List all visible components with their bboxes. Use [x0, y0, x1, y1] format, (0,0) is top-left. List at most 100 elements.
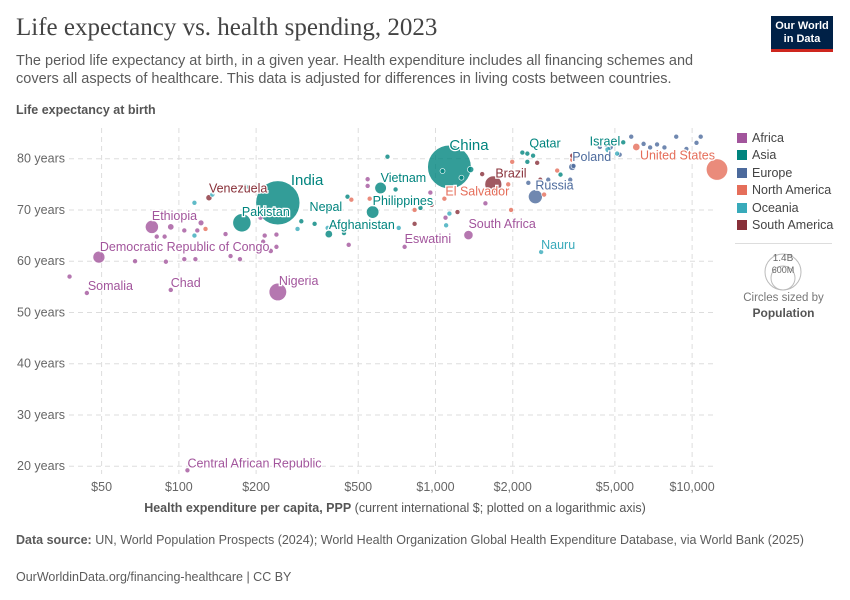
data-point [697, 133, 704, 140]
data-point [505, 181, 512, 188]
point-label: Nauru [541, 238, 575, 252]
data-point [632, 142, 641, 151]
data-point [222, 231, 229, 237]
legend-item-asia[interactable]: Asia [737, 147, 833, 165]
y-tick-label: 70 years [17, 203, 65, 217]
data-point [519, 149, 526, 156]
point-israel [620, 139, 627, 146]
legend-swatch [737, 202, 747, 213]
data-point [191, 200, 198, 206]
data-point [395, 225, 402, 231]
data-point [384, 153, 391, 160]
data-point [411, 207, 418, 213]
source-label: Data source: [16, 533, 92, 547]
data-point [163, 258, 169, 265]
data-point [348, 196, 355, 203]
data-point [661, 144, 668, 151]
legend-label: Asia [752, 148, 777, 163]
data-point [341, 230, 347, 236]
legend-item-north-america[interactable]: North America [737, 182, 833, 200]
data-point [241, 183, 249, 191]
size-legend-variable: Population [752, 306, 815, 320]
data-point [454, 209, 461, 215]
data-point [261, 232, 268, 239]
y-tick-label: 20 years [17, 459, 65, 473]
point-india [255, 180, 301, 226]
point-nepal [327, 203, 335, 211]
data-point [570, 163, 577, 169]
point-nigeria [268, 282, 287, 302]
x-tick-label: $2,000 [494, 480, 532, 494]
data-point [411, 221, 418, 227]
data-point [364, 183, 371, 189]
point-south-africa [463, 230, 474, 240]
y-axis-label: Life expectancy at birth [16, 103, 156, 117]
data-point [509, 159, 515, 165]
data-point [153, 233, 160, 240]
size-legend-circles-icon: 1.4B 600M [764, 253, 802, 291]
point-label: Russia [535, 179, 573, 193]
data-point [197, 219, 205, 226]
point-label: South Africa [468, 217, 535, 231]
legend-label: South America [752, 218, 834, 233]
point-el-salvador [441, 195, 448, 202]
point-label: Nepal [310, 200, 343, 214]
point-vietnam [374, 181, 387, 195]
data-point [525, 180, 532, 186]
owid-logo[interactable]: Our World in Data [771, 16, 833, 52]
x-axis-label-main: Health expenditure per capita, PPP [144, 501, 352, 515]
data-point [344, 193, 351, 200]
data-point [202, 226, 209, 232]
footer-url[interactable]: OurWorldinData.org/financing-healthcare … [16, 570, 292, 584]
x-tick-label: $200 [242, 480, 270, 494]
size-legend-small: 600M [772, 265, 795, 275]
point-label: Israel [590, 134, 621, 148]
data-point [567, 176, 574, 183]
y-tick-label: 40 years [17, 357, 65, 371]
size-legend-big: 1.4B [773, 253, 794, 264]
chart-title: Life expectancy vs. health spending, 202… [16, 14, 438, 41]
point-united-states [706, 158, 728, 181]
legend-item-africa[interactable]: Africa [737, 129, 833, 147]
data-point [640, 141, 647, 147]
legend-item-oceania[interactable]: Oceania [737, 199, 833, 217]
data-point [257, 214, 264, 221]
data-point [647, 144, 653, 151]
size-legend-caption: Circles sized by [743, 292, 824, 304]
legend-item-south-america[interactable]: South America [737, 217, 833, 235]
data-point [537, 176, 544, 183]
data-point [428, 202, 435, 208]
data-point [311, 221, 318, 227]
legend-swatch [737, 132, 747, 143]
x-tick-label: $10,000 [670, 480, 715, 494]
data-point [194, 227, 201, 234]
data-point [260, 238, 266, 245]
data-point [392, 186, 399, 193]
data-point [364, 176, 371, 183]
data-point [161, 233, 168, 240]
legend-item-europe[interactable]: Europe [737, 164, 833, 182]
data-point [524, 159, 531, 165]
data-point [443, 222, 449, 229]
point-label: Central African Republic [187, 456, 321, 470]
chart-subtitle: The period life expectancy at birth, in … [16, 53, 694, 87]
x-tick-label: $50 [91, 480, 112, 494]
point-chad [167, 287, 174, 293]
point-nauru [538, 249, 544, 255]
data-point [673, 133, 680, 140]
legend-label: Europe [752, 165, 793, 180]
data-point [479, 171, 485, 177]
logo-line-2: in Data [783, 33, 821, 45]
data-point [541, 191, 547, 198]
data-point [427, 189, 434, 196]
point-label: Vietnam [381, 171, 427, 185]
y-tick-label: 60 years [17, 254, 65, 268]
point-label: Ethiopia [152, 209, 197, 223]
legend-label: Oceania [752, 200, 799, 215]
data-point [181, 227, 188, 234]
logo-line-1: Our World [775, 20, 829, 32]
source-text: UN, World Population Prospects (2024); W… [91, 533, 804, 547]
data-point [417, 205, 424, 211]
data-point [534, 160, 540, 166]
y-tick-label: 30 years [17, 408, 65, 422]
